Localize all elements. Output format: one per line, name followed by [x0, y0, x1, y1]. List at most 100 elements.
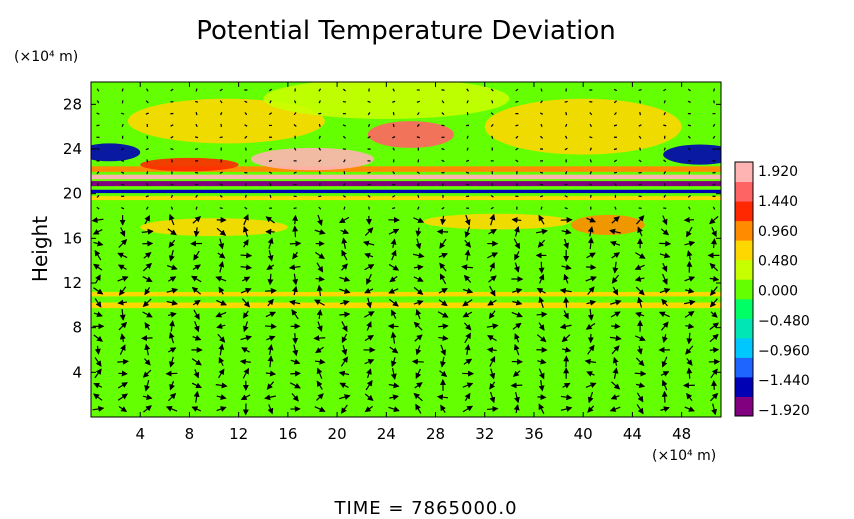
wind-vector — [118, 238, 128, 248]
wind-vector — [635, 286, 645, 296]
colorbar-tick-label: 0.480 — [758, 254, 798, 270]
wind-vector — [118, 406, 128, 413]
wind-vector — [538, 368, 545, 380]
wind-vector — [440, 344, 446, 356]
wind-vector — [636, 215, 645, 225]
wind-vector — [267, 273, 274, 286]
wind-vector — [613, 124, 618, 127]
wind-vector — [639, 100, 641, 104]
field-blob — [570, 214, 645, 235]
wind-vector — [268, 147, 273, 151]
wind-vector — [466, 135, 469, 139]
wind-vector — [244, 147, 247, 151]
wind-vector — [589, 123, 593, 128]
wind-vector — [367, 123, 371, 128]
wind-vector — [191, 382, 202, 389]
wind-vector — [466, 100, 469, 104]
wind-vector — [560, 394, 573, 401]
wind-vector — [367, 194, 371, 198]
wind-vector — [415, 227, 422, 237]
wind-vector — [315, 275, 325, 282]
field-blob — [127, 98, 325, 144]
wind-vector — [215, 276, 227, 282]
wind-vector — [587, 309, 594, 321]
wind-vector — [142, 262, 152, 272]
wind-vector — [536, 228, 548, 235]
wind-vector — [216, 299, 227, 306]
wind-vector — [266, 381, 275, 390]
wind-vector — [365, 215, 372, 225]
wind-vector — [267, 298, 274, 307]
wind-vector — [239, 358, 251, 365]
wind-vector — [661, 262, 668, 273]
wind-vector — [413, 264, 424, 271]
wind-vector — [417, 182, 420, 187]
wind-vector — [610, 311, 621, 318]
wind-vector — [314, 299, 325, 306]
wind-vector — [388, 228, 400, 235]
wind-vector — [687, 88, 691, 92]
wind-vector — [290, 358, 301, 365]
field-blob — [367, 121, 454, 148]
wind-vector — [585, 276, 597, 282]
wind-vector — [191, 358, 202, 366]
wind-vector — [364, 252, 374, 259]
wind-vector — [146, 88, 149, 92]
wind-vector — [413, 286, 424, 295]
wind-vector — [166, 264, 178, 271]
wind-vector — [486, 347, 497, 353]
wind-vector — [217, 333, 226, 343]
wind-vector — [96, 194, 100, 198]
colorbar-segment — [735, 357, 753, 378]
wind-vector — [266, 264, 275, 271]
wind-vector — [142, 276, 153, 283]
wind-vector — [539, 183, 544, 186]
wind-vector — [269, 100, 272, 104]
wind-vector — [512, 370, 521, 378]
wind-vector — [215, 382, 228, 389]
wind-vector — [638, 124, 642, 127]
wind-vector — [636, 392, 644, 403]
wind-vector — [538, 214, 545, 225]
wind-vector — [364, 359, 375, 365]
wind-vector — [93, 382, 103, 389]
wind-vector — [364, 335, 374, 342]
wind-vector — [389, 346, 399, 354]
wind-vector — [195, 123, 198, 128]
wind-vector — [561, 228, 572, 235]
wind-vector — [662, 334, 668, 343]
colorbar-segment — [735, 376, 753, 397]
wind-vector — [514, 333, 520, 343]
wind-vector — [343, 159, 346, 163]
colorbar-tick-label: 0.960 — [758, 224, 798, 240]
wind-vector — [464, 332, 471, 344]
wind-vector — [293, 124, 297, 127]
wind-vector — [166, 287, 179, 294]
wind-vector — [487, 252, 499, 259]
wind-vector — [316, 393, 324, 401]
colorbar-segment — [735, 318, 753, 339]
wind-vector — [614, 206, 617, 210]
wind-vector — [240, 252, 253, 259]
wind-vector — [712, 135, 716, 139]
wind-vector — [663, 124, 667, 127]
wind-vector — [415, 368, 422, 379]
wind-vector — [119, 227, 126, 237]
wind-vector — [317, 214, 323, 226]
wind-vector — [142, 369, 152, 378]
wind-vector — [144, 379, 151, 392]
wind-vector — [292, 251, 299, 260]
wind-vector — [121, 206, 125, 210]
wind-vector — [366, 368, 372, 379]
wind-vector — [388, 298, 399, 307]
wind-vector — [438, 288, 448, 294]
wind-vector — [144, 343, 151, 356]
wind-vector — [220, 112, 223, 116]
wind-vector — [515, 159, 519, 163]
wind-vector — [486, 323, 499, 330]
wind-vector — [240, 287, 252, 294]
wind-vector — [168, 320, 175, 332]
wind-vector — [609, 240, 621, 247]
wind-vector — [341, 249, 348, 261]
wind-vector — [192, 335, 202, 341]
